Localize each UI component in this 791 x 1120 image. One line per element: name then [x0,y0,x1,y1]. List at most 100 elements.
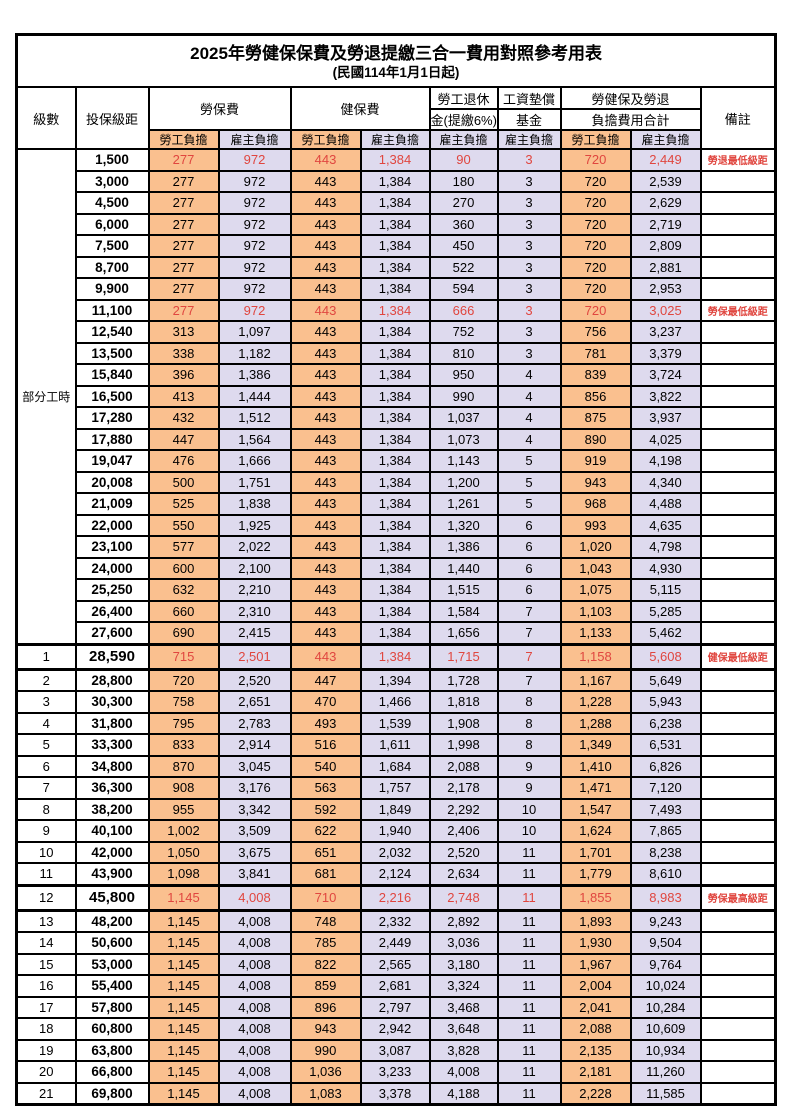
table-row: 3 30,300 758 2,651 470 1,466 1,818 8 1,228 5,943 [15,690,777,714]
labor-employer-cell: 3,675 [217,840,292,864]
level-cell: 19 [15,1038,77,1062]
bracket-cell: 50,600 [74,931,150,955]
labor-employer-cell: 1,666 [217,449,292,473]
bracket-cell: 57,800 [74,995,150,1019]
remark-cell [699,556,777,580]
total-employee-cell: 1,167 [559,668,632,692]
wage-fund-employer-cell: 11 [496,974,562,998]
health-employer-cell: 1,384 [359,599,431,623]
pension-employer-cell: 1,073 [428,427,499,451]
bracket-cell: 3,000 [74,169,150,193]
remark-cell [699,363,777,387]
total-employee-cell: 943 [559,470,632,494]
labor-employer-cell: 972 [217,277,292,301]
health-employer-cell: 1,384 [359,449,431,473]
wage-fund-employer-cell: 11 [496,862,562,886]
health-employer-cell: 1,384 [359,277,431,301]
table-row: 21,009 525 1,838 443 1,384 1,261 5 968 4,488 [17,492,777,516]
total-employer-cell: 9,504 [629,931,702,955]
labor-employer-cell: 2,651 [217,690,292,714]
total-employee-cell: 1,133 [559,621,632,645]
remark-cell [699,733,777,757]
total-employer-cell: 2,809 [629,234,702,258]
total-employer-cell: 10,609 [629,1017,702,1041]
premium-table: 2025年勞健保保費及勞退提繳三合一費用對照參考用表 (民國114年1月1日起)… [15,33,778,1106]
wage-fund-employer-cell: 5 [496,492,562,516]
bracket-cell: 36,300 [74,776,150,800]
health-employee-cell: 443 [289,191,362,215]
labor-employee-cell: 1,145 [147,1017,220,1041]
wage-fund-employer-cell: 10 [496,819,562,843]
wage-fund-employer-cell: 6 [496,556,562,580]
total-employee-cell: 1,410 [559,754,632,778]
bracket-cell: 12,540 [74,320,150,344]
table-row: 6 34,800 870 3,045 540 1,684 2,088 9 1,410 6,826 [15,754,777,778]
pension-employer-cell: 810 [428,341,499,365]
labor-employer-cell: 2,100 [217,556,292,580]
health-employee-cell: 990 [289,1038,362,1062]
health-employer-cell: 1,384 [359,341,431,365]
labor-employer-cell: 4,008 [217,931,292,955]
bracket-cell: 1,500 [74,148,150,172]
table-row: 10 42,000 1,050 3,675 651 2,032 2,520 11 1,701 8,… [15,840,777,864]
labor-employer-cell: 4,008 [217,1060,292,1084]
labor-employer-cell: 1,444 [217,384,292,408]
remark-cell [699,1060,777,1084]
total-employee-cell: 993 [559,513,632,537]
subheader-total-employee: 勞工負擔 [559,129,632,150]
title-row: 2025年勞健保保費及勞退提繳三合一費用對照參考用表 (民國114年1月1日起) [15,33,777,88]
remark-cell [699,599,777,623]
total-employee-cell: 1,349 [559,733,632,757]
wage-fund-employer-cell: 11 [496,840,562,864]
labor-employer-cell: 4,008 [217,1038,292,1062]
labor-employer-cell: 972 [217,234,292,258]
labor-employee-cell: 277 [147,255,220,279]
wage-fund-employer-cell: 11 [496,1017,562,1041]
wage-fund-employer-cell: 11 [496,1038,562,1062]
total-employer-cell: 5,115 [629,578,702,602]
health-employee-cell: 896 [289,995,362,1019]
health-employer-cell: 2,032 [359,840,431,864]
labor-employer-cell: 972 [217,255,292,279]
remark-cell [699,668,777,692]
level-cell: 11 [15,862,77,886]
level-cell: 16 [15,974,77,998]
bracket-cell: 22,000 [74,513,150,537]
subheader-pension-employer: 雇主負擔 [428,129,499,150]
bracket-cell: 66,800 [74,1060,150,1084]
total-employee-cell: 1,893 [559,909,632,933]
wage-fund-employer-cell: 3 [496,169,562,193]
labor-employer-cell: 4,008 [217,952,292,976]
table-row: 27,600 690 2,415 443 1,384 1,656 7 1,133 5,462 [17,621,777,645]
bracket-cell: 30,300 [74,690,150,714]
health-employee-cell: 447 [289,668,362,692]
labor-employer-cell: 2,501 [217,642,292,671]
labor-employee-cell: 525 [147,492,220,516]
wage-fund-employer-cell: 6 [496,513,562,537]
table-title-cell: 2025年勞健保保費及勞退提繳三合一費用對照參考用表 (民國114年1月1日起) [15,33,777,88]
total-employee-cell: 1,967 [559,952,632,976]
labor-employee-cell: 550 [147,513,220,537]
total-employer-cell: 10,024 [629,974,702,998]
remark-cell [699,819,777,843]
remark-cell [699,449,777,473]
pension-employer-cell: 1,320 [428,513,499,537]
wage-fund-employer-cell: 8 [496,733,562,757]
total-employer-cell: 7,493 [629,797,702,821]
health-employer-cell: 1,757 [359,776,431,800]
bracket-cell: 31,800 [74,711,150,735]
labor-employee-cell: 1,098 [147,862,220,886]
wage-fund-employer-cell: 5 [496,449,562,473]
remark-cell [699,384,777,408]
wage-fund-employer-cell: 6 [496,535,562,559]
level-cell: 10 [15,840,77,864]
health-employer-cell: 2,681 [359,974,431,998]
table-row: 17,880 447 1,564 443 1,384 1,073 4 890 4,025 [17,427,777,451]
total-employer-cell: 9,243 [629,909,702,933]
pension-employer-cell: 666 [428,298,499,322]
total-employer-cell: 9,764 [629,952,702,976]
health-employer-cell: 1,384 [359,298,431,322]
pension-employer-cell: 2,634 [428,862,499,886]
bracket-cell: 34,800 [74,754,150,778]
